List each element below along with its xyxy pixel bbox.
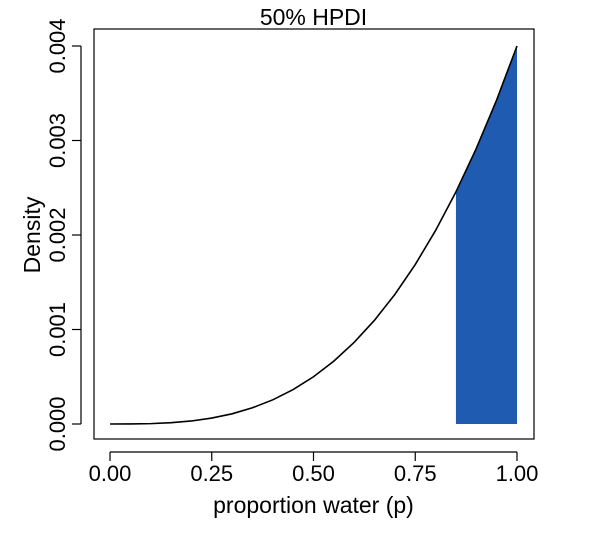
- x-tick-label: 1.00: [496, 461, 539, 486]
- x-tick-label: 0.75: [394, 461, 437, 486]
- x-tick-label: 0.25: [190, 461, 233, 486]
- y-tick-label: 0.002: [45, 207, 70, 262]
- y-axis-label: Density: [19, 196, 45, 273]
- x-axis-label: proportion water (p): [213, 492, 414, 518]
- y-tick-label: 0.000: [45, 396, 70, 451]
- x-tick-label: 0.00: [89, 461, 132, 486]
- plot-frame: [93, 28, 535, 440]
- y-tick-label: 0.004: [45, 18, 70, 73]
- hpdi-shaded-region: [455, 46, 517, 424]
- y-tick-label: 0.001: [45, 302, 70, 357]
- chart-title: 50% HPDI: [260, 4, 367, 30]
- y-tick-label: 0.003: [45, 113, 70, 168]
- x-tick-label: 0.50: [292, 461, 335, 486]
- density-curve: [109, 45, 518, 425]
